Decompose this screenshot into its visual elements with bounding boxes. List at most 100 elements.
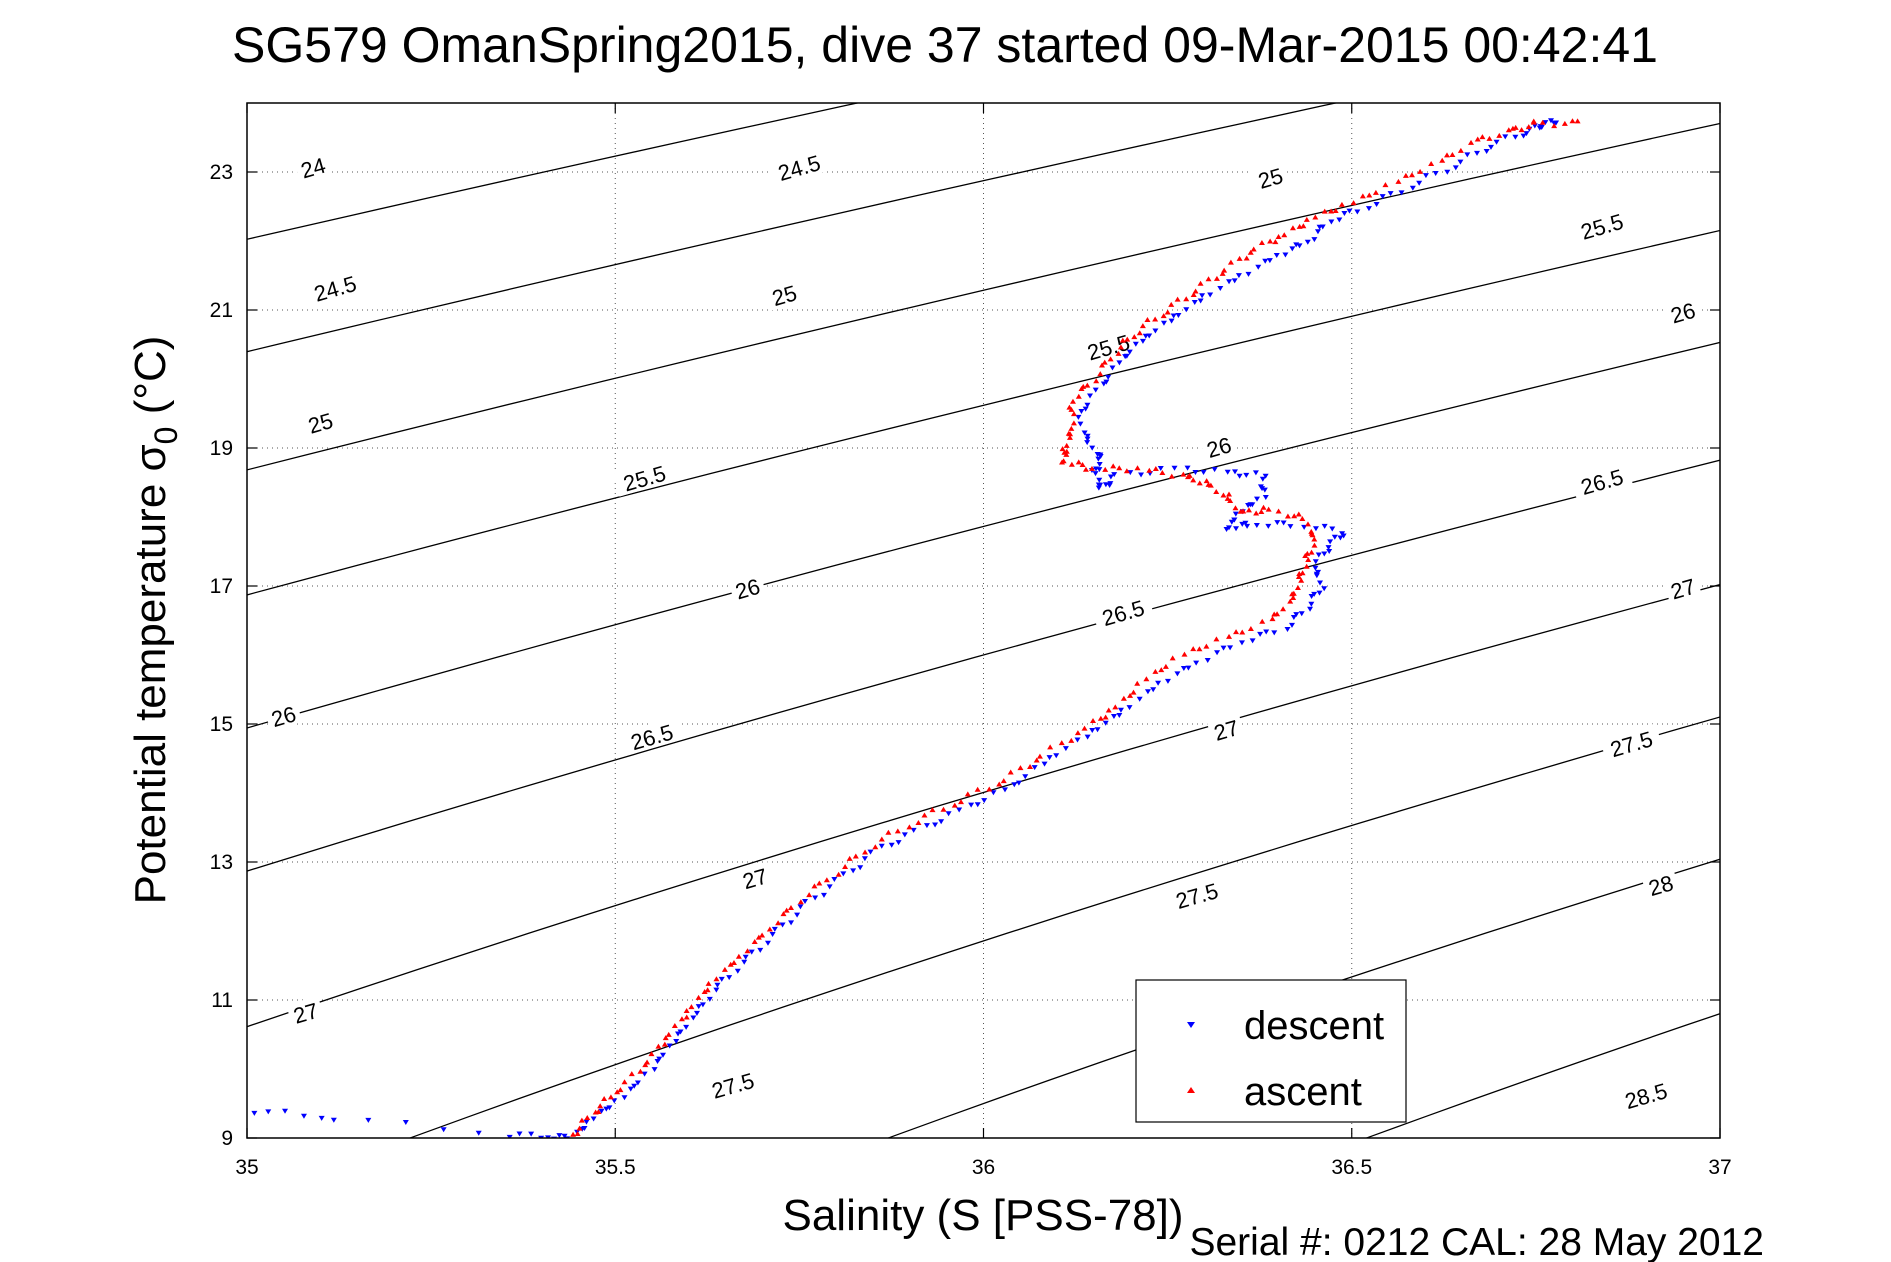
ascent-point (1332, 208, 1339, 214)
descent-point (1331, 534, 1338, 540)
descent-point (1180, 666, 1187, 672)
descent-point (1094, 727, 1101, 733)
descent-point (590, 1116, 597, 1122)
ascent-point (705, 980, 712, 986)
ascent-point (1321, 208, 1328, 214)
ascent-point (1066, 404, 1073, 410)
descent-point (1483, 148, 1490, 154)
descent-point (1542, 120, 1549, 126)
ascent-point (1530, 118, 1537, 124)
ascent-point (1097, 371, 1104, 377)
ascent-point (1245, 507, 1252, 513)
ascent-point (1070, 420, 1077, 426)
descent-point (1144, 689, 1151, 695)
ascent-point (1227, 259, 1234, 265)
ascent-point (648, 1051, 655, 1057)
descent-point (1252, 470, 1259, 476)
ascent-point (1196, 480, 1203, 486)
descent-point (1175, 313, 1182, 319)
descent-point (1346, 208, 1353, 214)
ascent-point (1183, 296, 1190, 302)
descent-point (1553, 120, 1560, 126)
descent-point (699, 1002, 706, 1008)
descent-point (1136, 696, 1143, 702)
ascent-point (1468, 139, 1475, 145)
ascent-point (1304, 521, 1311, 527)
ascent-point (642, 1062, 649, 1068)
descent-point (1257, 631, 1264, 637)
ascent-point (661, 1041, 668, 1047)
descent-point (1214, 650, 1221, 656)
descent-point (742, 954, 749, 960)
ascent-point (1457, 147, 1464, 153)
ascent-point (986, 786, 993, 792)
descent-point (1183, 307, 1190, 313)
descent-point (1337, 535, 1344, 541)
descent-point (1116, 360, 1123, 366)
descent-point (1102, 482, 1109, 488)
ascent-point (1088, 465, 1095, 471)
ascent-point (1115, 350, 1122, 356)
isopycnal-label-bg (1199, 429, 1238, 463)
ascent-point (1295, 511, 1302, 517)
ascent-point (846, 855, 853, 861)
ascent-point (607, 1094, 614, 1100)
ascent-point (1162, 663, 1169, 669)
descent-point (820, 892, 827, 898)
ascent-point (1105, 707, 1112, 713)
descent-point (1138, 472, 1145, 478)
ascent-point (1253, 510, 1260, 516)
descent-point (631, 1083, 638, 1089)
ascent-point (595, 1108, 602, 1114)
descent-point (1193, 660, 1200, 666)
descent-point (583, 1119, 590, 1125)
isopycnal-label-bg (286, 995, 325, 1028)
x-axis-label: Salinity (S [PSS-78]) (782, 1191, 1183, 1240)
descent-point (693, 1010, 700, 1016)
ascent-point (655, 1043, 662, 1049)
ascent-point (957, 799, 964, 805)
ascent-point (1299, 516, 1306, 522)
ascent-point (811, 883, 818, 889)
ascent-point (951, 802, 958, 808)
ascent-point (1486, 135, 1493, 141)
ascent-point (1123, 468, 1130, 474)
descent-point (1341, 210, 1348, 216)
ascent-point (872, 844, 879, 850)
ascent-point (1205, 481, 1212, 487)
ascent-point (1243, 255, 1250, 261)
ascent-point (1525, 124, 1532, 130)
x-tick-label: 36 (972, 1156, 995, 1179)
isopycnal-label-bg (767, 147, 831, 187)
descent-point (1105, 374, 1112, 380)
descent-point (741, 959, 748, 965)
descent-point (1257, 484, 1264, 490)
descent-point (1204, 658, 1211, 664)
ascent-point (1158, 667, 1165, 673)
ascent-point (695, 994, 702, 1000)
ascent-point (1192, 288, 1199, 294)
ascent-point (1136, 330, 1143, 336)
ascent-point (1117, 344, 1124, 350)
ascent-point (906, 824, 913, 830)
descent-point (673, 1038, 680, 1044)
descent-point (1197, 298, 1204, 304)
descent-point (748, 949, 755, 955)
descent-point (475, 1130, 482, 1136)
descent-point (1111, 472, 1118, 478)
descent-point (857, 865, 864, 871)
descent-point (1095, 456, 1102, 462)
descent-point (1185, 665, 1192, 671)
descent-point (1263, 629, 1270, 635)
ascent-point (1274, 611, 1281, 617)
ascent-point (1090, 717, 1097, 723)
legend: descent ascent (1135, 979, 1407, 1123)
ascent-point (1512, 124, 1519, 130)
ascent-point (701, 988, 708, 994)
descent-point (1174, 671, 1181, 677)
descent-point (1398, 190, 1405, 196)
descent-point (1053, 753, 1060, 759)
x-tick-label: 35 (235, 1156, 258, 1179)
ascent-point (617, 1087, 624, 1093)
descent-point (779, 922, 786, 928)
